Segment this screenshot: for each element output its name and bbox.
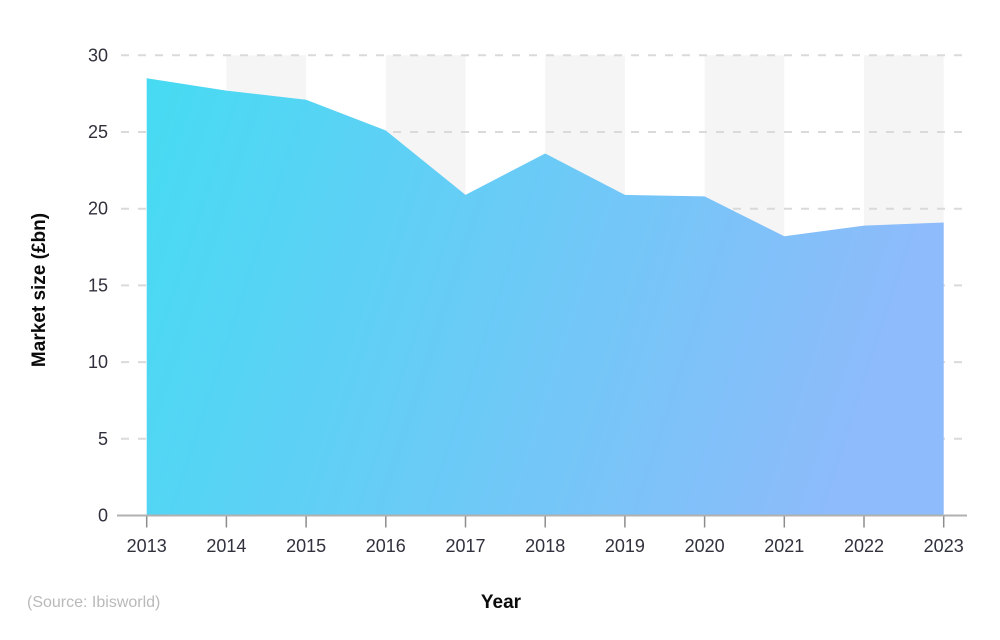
x-tick-label: 2015 [286,536,326,556]
x-tick-label: 2016 [366,536,406,556]
y-tick-label: 30 [88,45,108,65]
y-axis-title: Market size (£bn) [29,212,50,368]
y-tick-label: 15 [88,275,108,295]
x-tick-label: 2014 [206,536,246,556]
y-tick-label: 5 [98,429,108,449]
x-axis-title: Year [480,592,522,613]
y-tick-label: 25 [88,122,108,142]
y-tick-label: 20 [88,199,108,219]
source-note: (Source: Ibisworld) [27,594,161,611]
x-tick-label: 2018 [525,536,565,556]
x-tick-label: 2020 [685,536,725,556]
x-tick-label: 2023 [924,536,964,556]
y-tick-label: 10 [88,352,108,372]
area-series [146,78,944,516]
x-tick-label: 2013 [127,536,167,556]
x-tick-label: 2017 [445,536,485,556]
x-tick-label: 2021 [764,536,804,556]
x-tick-label: 2022 [844,536,884,556]
y-tick-label: 0 [98,506,108,526]
x-tick-label: 2019 [605,536,645,556]
